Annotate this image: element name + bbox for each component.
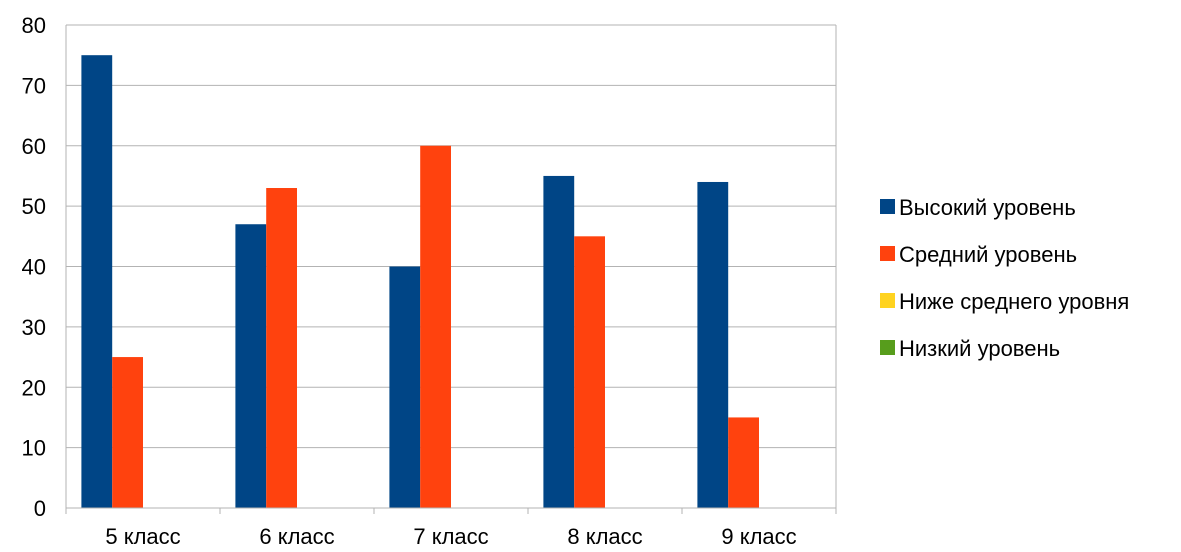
y-tick-label: 20 xyxy=(22,375,46,400)
bar xyxy=(266,188,297,508)
bar xyxy=(389,266,421,508)
legend-swatch xyxy=(880,199,895,214)
y-tick-label: 70 xyxy=(22,73,46,98)
y-axis-tick-labels: 0 10 20 30 40 50 60 70 80 xyxy=(22,13,46,521)
legend-swatch xyxy=(880,246,895,261)
legend-label: Низкий уровень xyxy=(899,336,1060,361)
bar xyxy=(697,181,729,508)
bar xyxy=(112,357,143,508)
legend-swatch xyxy=(880,340,895,355)
x-category-label: 6 класс xyxy=(259,524,334,549)
x-axis-category-labels: 5 класс 6 класс 7 класс 8 класс 9 класс xyxy=(105,524,796,549)
y-tick-label: 0 xyxy=(34,496,46,521)
legend-label: Средний уровень xyxy=(899,242,1077,267)
bar xyxy=(728,417,759,508)
legend-swatch xyxy=(880,293,895,308)
bar xyxy=(574,236,605,508)
y-tick-label: 40 xyxy=(22,255,46,280)
y-tick-label: 60 xyxy=(22,134,46,159)
legend-label: Высокий уровень xyxy=(899,195,1076,220)
x-category-label: 9 класс xyxy=(721,524,796,549)
bar xyxy=(543,175,575,508)
y-tick-label: 50 xyxy=(22,194,46,219)
y-tick-label: 80 xyxy=(22,13,46,38)
legend: Высокий уровень Средний уровень Ниже средн… xyxy=(880,195,1129,361)
x-category-label: 7 класс xyxy=(413,524,488,549)
bar xyxy=(235,224,267,509)
y-tick-label: 30 xyxy=(22,315,46,340)
x-category-label: 8 класс xyxy=(567,524,642,549)
bar xyxy=(81,55,113,508)
bar xyxy=(420,145,451,508)
axes xyxy=(65,25,837,514)
legend-label: Ниже среднего уровня xyxy=(899,289,1129,314)
x-category-label: 5 класс xyxy=(105,524,180,549)
y-tick-label: 10 xyxy=(22,436,46,461)
bars xyxy=(81,55,759,509)
